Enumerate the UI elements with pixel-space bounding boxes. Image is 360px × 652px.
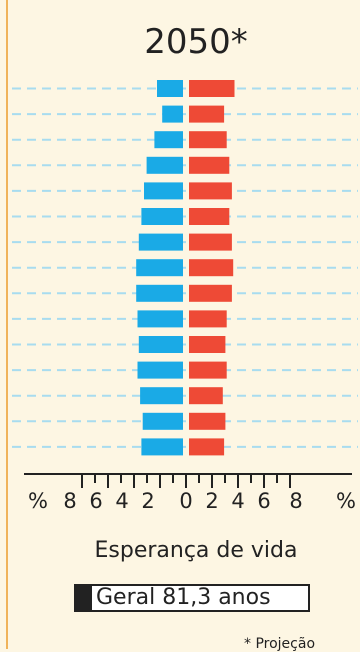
bar-right-1 (189, 106, 224, 123)
bar-left-0 (157, 80, 183, 97)
x-tick-label-9: 8 (289, 489, 302, 513)
bar-left-5 (141, 208, 183, 225)
x-tick-label-5: 0 (179, 489, 192, 513)
bar-right-14 (189, 438, 224, 455)
bar-right-9 (189, 310, 227, 327)
x-tick-label-7: 4 (231, 489, 244, 513)
bar-left-3 (147, 157, 183, 174)
bar-left-6 (139, 234, 183, 251)
x-tick-label-4: 2 (141, 489, 154, 513)
x-axis: % 8 6 4 2 0 2 4 6 8% (24, 474, 356, 513)
footnote: * Projeção (244, 636, 315, 652)
bar-left-10 (139, 336, 183, 353)
bar-right-12 (189, 387, 223, 404)
x-tick-label-10: % (336, 489, 356, 513)
x-tick-label-0: % (28, 489, 48, 513)
bar-left-9 (138, 310, 184, 327)
bar-left-12 (140, 387, 183, 404)
bar-right-10 (189, 336, 225, 353)
bar-right-5 (189, 208, 229, 225)
bar-left-4 (144, 182, 183, 199)
bar-right-2 (189, 131, 227, 148)
life-expectancy-label: Esperança de vida (0, 538, 360, 563)
bar-left-7 (136, 259, 183, 276)
life-expectancy-box: Geral 81,3 anos (74, 584, 310, 612)
bar-right-4 (189, 182, 232, 199)
bar-left-11 (138, 362, 184, 379)
life-expectancy-value: Geral 81,3 anos (96, 586, 271, 610)
life-expectancy-marker (76, 586, 92, 610)
bar-right-0 (189, 80, 235, 97)
bar-right-11 (189, 362, 227, 379)
bar-right-13 (189, 413, 225, 430)
x-tick-label-3: 4 (115, 489, 128, 513)
grid-lines (12, 89, 358, 447)
bar-right-8 (189, 285, 232, 302)
bar-left-1 (162, 106, 183, 123)
x-tick-label-6: 2 (205, 489, 218, 513)
bar-right-3 (189, 157, 229, 174)
bar-left-13 (143, 413, 183, 430)
x-tick-label-8: 6 (257, 489, 270, 513)
bar-left-2 (154, 131, 183, 148)
bar-left-14 (141, 438, 183, 455)
population-pyramid-chart: % 8 6 4 2 0 2 4 6 8% (0, 0, 360, 530)
x-tick-label-1: 8 (63, 489, 76, 513)
bar-right-6 (189, 234, 232, 251)
x-tick-label-2: 6 (89, 489, 102, 513)
bar-left-8 (136, 285, 183, 302)
bar-right-7 (189, 259, 233, 276)
